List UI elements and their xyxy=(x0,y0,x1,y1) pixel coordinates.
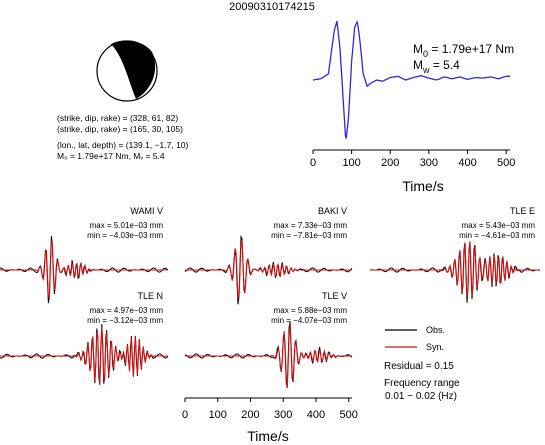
station-max: max = 5.01e−03 mm xyxy=(90,221,164,230)
synthetic-trace xyxy=(185,239,352,300)
wave-tick-label: 0 xyxy=(182,409,188,421)
stf-tick-label: 300 xyxy=(420,157,438,169)
station-max: max = 4.97e−03 mm xyxy=(90,306,164,315)
stf-tick-label: 400 xyxy=(458,157,476,169)
wave-tick-label: 300 xyxy=(274,409,292,421)
station-max: max = 5.43e−03 mm xyxy=(462,221,536,230)
station-min: min = −4.03e−03 mm xyxy=(87,231,163,240)
location-text: (lon., lat, depth) = (139.1, −1.7, 10) xyxy=(57,140,189,150)
station-max: max = 7.33e−03 mm xyxy=(274,221,348,230)
stf-tick-label: 500 xyxy=(497,157,515,169)
wave-ticks: 0 100 200 300 400 500 xyxy=(182,398,358,421)
wave-tick-label: 200 xyxy=(241,409,259,421)
beachball xyxy=(96,40,158,102)
legend: Obs. Syn. Residual = 0.15 Frequency rang… xyxy=(384,325,460,402)
legend-syn-label: Syn. xyxy=(426,342,444,352)
stf-ticks: 0 100 200 300 400 500 xyxy=(310,150,515,169)
wave-tick-label: 500 xyxy=(340,409,358,421)
wave-tick-label: 100 xyxy=(209,409,227,421)
legend-obs-label: Obs. xyxy=(426,325,445,335)
stf-tick-label: 0 xyxy=(310,157,316,169)
plane-1-text: (strike, dip, rake) = (328, 61, 82) xyxy=(57,113,178,123)
wave-xlabel: Time/s xyxy=(247,428,288,444)
station-label: BAKI V xyxy=(318,206,347,216)
station-min: min = −4.61e−03 mm xyxy=(459,231,535,240)
station-label: WAMI V xyxy=(130,206,163,216)
synthetic-trace xyxy=(370,240,540,297)
residual-text: Residual = 0.15 xyxy=(384,361,454,372)
moment-text: M₀ = 1.79e+17 Nm, Mᵥ = 5.4 xyxy=(57,151,165,161)
synthetic-trace xyxy=(0,240,168,300)
stf-panel: 0 100 200 300 400 500 Time/s M0 = 1.79e+17 Nm… xyxy=(310,20,515,194)
stf-xlabel: Time/s xyxy=(402,178,443,194)
station-min: min = −7.81e−03 mm xyxy=(271,231,347,240)
station-label: TLE E xyxy=(510,206,535,216)
stf-tick-label: 200 xyxy=(381,157,399,169)
stf-m0-label: M0 = 1.79e+17 Nm xyxy=(413,42,514,59)
stf-tick-label: 100 xyxy=(342,157,360,169)
station-max: max = 5.88e−03 mm xyxy=(274,306,348,315)
stf-mw-label: Mw = 5.4 xyxy=(413,58,460,75)
station-min: min = −3.12e−03 mm xyxy=(87,316,163,325)
frequency-value: 0.01 − 0.02 (Hz) xyxy=(385,391,457,402)
plane-2-text: (strike, dip, rake) = (165, 30, 105) xyxy=(57,124,183,134)
observed-trace xyxy=(184,321,353,389)
observed-trace xyxy=(369,242,541,303)
figure-title: 20090310174215 xyxy=(229,1,315,13)
wave-time-axis: 0 100 200 300 400 500 Time/s xyxy=(182,397,358,444)
station-label: TLE N xyxy=(137,291,163,301)
wave-tick-label: 400 xyxy=(307,409,325,421)
station-label: TLE V xyxy=(322,291,347,301)
station-min: min = −4.07e−03 mm xyxy=(271,316,347,325)
synthetic-trace xyxy=(0,327,168,385)
synthetic-trace xyxy=(185,324,352,389)
stf-line xyxy=(312,20,510,139)
beachball-compression xyxy=(111,40,156,99)
frequency-label: Frequency range xyxy=(384,378,460,389)
